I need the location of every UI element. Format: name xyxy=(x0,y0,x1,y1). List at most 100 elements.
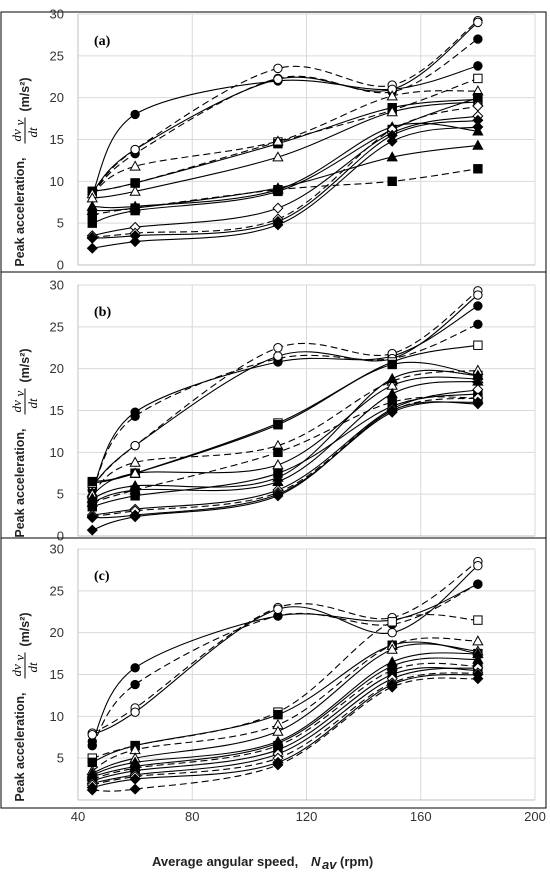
y-tick-label: 20 xyxy=(50,625,64,640)
y-axis-label-text: Peak acceleration, xyxy=(13,693,27,802)
data-point xyxy=(130,663,140,673)
data-point xyxy=(87,476,97,487)
series-7 xyxy=(86,364,484,497)
y-tick-label: 15 xyxy=(50,132,64,147)
series-line xyxy=(91,369,478,493)
data-point xyxy=(386,135,398,147)
data-point xyxy=(87,210,97,220)
data-point xyxy=(129,456,141,467)
series-4 xyxy=(87,17,483,197)
chart-panel-2: 0 5 10 15 20 25 30 (b) Peak acceleration, dv vdt (m… xyxy=(0,271,547,544)
series-4 xyxy=(87,290,483,491)
y-axis-label-denominator: dt xyxy=(25,662,40,673)
data-point xyxy=(87,218,97,228)
series-line xyxy=(92,98,478,192)
data-point xyxy=(273,351,283,361)
series-12 xyxy=(87,92,483,228)
data-point xyxy=(473,301,483,311)
series-16 xyxy=(86,398,484,536)
data-point xyxy=(386,387,398,399)
data-point xyxy=(273,186,283,197)
y-axis-label-subscript: v xyxy=(12,391,27,397)
data-point xyxy=(473,319,483,330)
data-point xyxy=(386,106,398,117)
data-point xyxy=(273,447,283,458)
series-line xyxy=(92,614,478,759)
data-point xyxy=(129,185,141,196)
series-12 xyxy=(87,665,483,786)
data-point xyxy=(473,17,483,28)
y-axis-label-denominator: dt xyxy=(25,398,40,409)
data-point xyxy=(129,511,141,523)
data-point xyxy=(272,219,284,231)
series-11 xyxy=(87,164,483,220)
data-point xyxy=(473,73,483,84)
data-point xyxy=(130,440,140,451)
series-line xyxy=(92,677,478,792)
y-axis-label-subscript: v xyxy=(12,655,27,661)
series-line xyxy=(91,294,479,487)
series-line xyxy=(92,380,478,504)
series-6 xyxy=(87,94,483,197)
data-point xyxy=(473,561,483,571)
x-axis-label-unit: (rpm) xyxy=(340,854,373,869)
data-point xyxy=(86,242,98,254)
data-point xyxy=(386,372,398,384)
series-line xyxy=(92,97,479,224)
series-15 xyxy=(86,114,484,244)
data-point xyxy=(386,90,398,101)
series-14 xyxy=(86,667,484,791)
y-tick-label: 5 xyxy=(57,751,64,766)
y-axis-label-text: Peak acceleration, xyxy=(13,158,27,267)
y-axis-label-unit: (m/s²) xyxy=(18,77,32,111)
x-axis-label-subscript: av xyxy=(322,857,337,872)
y-axis-label: Peak acceleration, dv vdt (m/s²) xyxy=(9,612,40,801)
data-point xyxy=(387,176,397,187)
series-line xyxy=(92,641,478,763)
x-axis-label-symbol: N xyxy=(311,854,321,869)
data-point xyxy=(387,617,397,627)
series-line xyxy=(92,657,478,778)
data-point xyxy=(273,420,283,430)
y-tick-label: 5 xyxy=(57,487,64,502)
data-point xyxy=(472,673,484,685)
data-point xyxy=(86,512,98,524)
chart-panel-3: 5 10 15 20 25 30 (c) Peak acceleration, dv vdt (m/… xyxy=(0,537,547,872)
data-point xyxy=(386,151,398,162)
series-line xyxy=(92,101,478,199)
data-point xyxy=(130,411,140,422)
series-6 xyxy=(87,359,483,487)
y-tick-label: 15 xyxy=(50,403,64,418)
x-tick-label: 200 xyxy=(524,809,546,824)
panel-label: (a) xyxy=(94,34,111,49)
series-line xyxy=(92,168,478,216)
data-point xyxy=(272,202,284,214)
data-point xyxy=(130,707,140,717)
x-tick-label: 160 xyxy=(410,809,432,824)
x-axis-label-text: Average angular speed, xyxy=(152,854,298,869)
data-point xyxy=(87,730,97,740)
x-tick-label: 40 xyxy=(71,809,85,824)
data-point xyxy=(130,205,140,216)
series-16 xyxy=(86,673,484,796)
data-point xyxy=(273,74,283,84)
data-point xyxy=(273,468,283,478)
data-point xyxy=(473,579,483,589)
series-8 xyxy=(86,95,484,203)
series-1 xyxy=(87,579,483,747)
series-14 xyxy=(86,392,484,523)
panel-label: (b) xyxy=(94,305,111,320)
data-point xyxy=(272,490,284,502)
x-tick-label: 80 xyxy=(185,809,199,824)
y-tick-label: 10 xyxy=(50,174,64,189)
series-line xyxy=(92,666,478,782)
data-point xyxy=(472,139,484,150)
y-tick-label: 30 xyxy=(50,542,64,557)
data-point xyxy=(130,109,140,120)
data-point xyxy=(129,160,141,171)
y-tick-label: 25 xyxy=(50,48,64,63)
data-point xyxy=(86,784,98,796)
series-4 xyxy=(87,561,483,740)
series-9 xyxy=(86,121,484,211)
panel-border xyxy=(0,271,547,539)
